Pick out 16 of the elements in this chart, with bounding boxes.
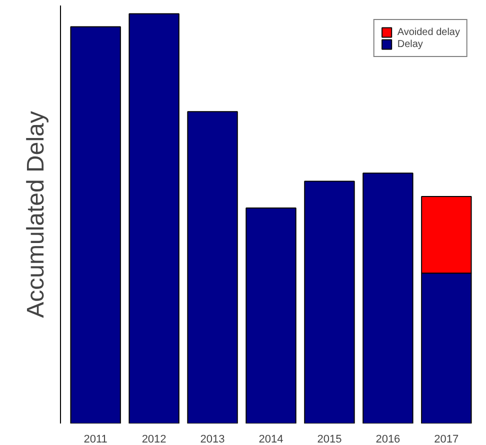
x-tick-label: 2015 xyxy=(317,434,342,445)
bar xyxy=(304,180,355,424)
x-tick-label: 2011 xyxy=(84,434,108,445)
bar xyxy=(70,26,121,424)
x-tick-label: 2014 xyxy=(258,434,284,445)
y-axis-title: Accumulated Delay xyxy=(22,111,50,318)
x-tick-label: 2013 xyxy=(200,434,225,445)
x-tick-label: 2012 xyxy=(142,434,166,445)
bar xyxy=(246,207,296,424)
bar xyxy=(128,13,180,424)
legend-label: Delay xyxy=(397,38,423,50)
x-tick-label: 2016 xyxy=(376,434,400,445)
bar xyxy=(187,111,238,424)
legend-label: Avoided delay xyxy=(397,26,460,38)
bar xyxy=(362,172,414,424)
x-tick-label: 2017 xyxy=(434,434,459,445)
